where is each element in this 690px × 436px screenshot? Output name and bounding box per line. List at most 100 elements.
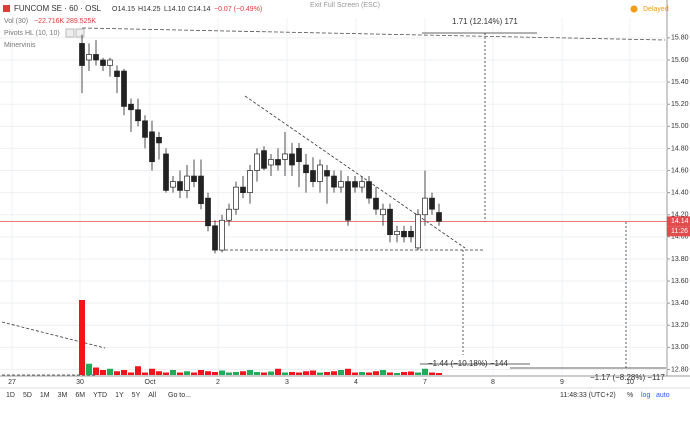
close: C14.14 — [188, 6, 211, 13]
percent-toggle[interactable]: % — [627, 392, 633, 399]
volume-bar — [170, 370, 176, 375]
candle-body — [366, 181, 372, 199]
y-tick-label: 14.80 — [671, 145, 689, 152]
candle-body — [429, 197, 435, 210]
clock: 11:48:33 (UTC+2) — [560, 392, 616, 399]
volume-bar — [156, 371, 162, 375]
goto-button[interactable]: Go to... — [168, 392, 191, 399]
volume-bar — [107, 368, 113, 375]
volume-bar — [394, 373, 400, 375]
x-tick-label: 3 — [285, 379, 289, 386]
indicator-button[interactable] — [65, 28, 75, 38]
candle-body — [86, 54, 92, 61]
candle-body — [408, 230, 414, 238]
volume-bar — [135, 366, 141, 375]
range-button[interactable]: 1Y — [115, 392, 124, 399]
range-button[interactable]: All — [148, 392, 156, 399]
range-button[interactable]: 6M — [75, 392, 85, 399]
candle-body — [93, 54, 99, 61]
candle-body — [163, 153, 169, 191]
candle-body — [198, 175, 204, 205]
volume-bar — [233, 372, 239, 375]
y-tick-label: 13.40 — [671, 300, 689, 307]
x-tick-label: 27 — [8, 379, 16, 386]
delayed-icon — [630, 5, 638, 13]
open: O14.15 — [112, 6, 135, 13]
y-tick-label: 14.40 — [671, 189, 689, 196]
exit-fullscreen[interactable]: Exit Full Screen (ESC) — [310, 2, 380, 9]
volume-bar — [100, 370, 106, 375]
candle-body — [338, 181, 344, 188]
range-button[interactable]: 5Y — [132, 392, 141, 399]
candle-body — [317, 164, 323, 182]
volume-bar — [345, 368, 351, 375]
annotation: 1.71 (12.14%) 171 — [452, 17, 518, 26]
candle-body — [107, 59, 113, 66]
volume-bar — [324, 372, 330, 375]
indicator-button[interactable] — [75, 28, 85, 38]
volume-bar — [275, 368, 281, 375]
volume-bar — [86, 363, 92, 375]
volume-bar — [261, 372, 267, 375]
volume-bar — [205, 371, 211, 375]
y-tick-label: 13.80 — [671, 256, 689, 263]
volume-bar — [254, 372, 260, 375]
candle-body — [422, 197, 428, 216]
range-button[interactable]: 1D — [6, 392, 15, 399]
x-tick-label: 30 — [76, 379, 84, 386]
volume-bar — [373, 371, 379, 375]
last-price-label: 14.14 — [671, 218, 689, 225]
change: −0.07 (−0.49%) — [214, 6, 262, 13]
volume-bar — [149, 368, 155, 375]
candle-body — [352, 181, 358, 188]
candle-body — [303, 164, 309, 174]
candle-body — [289, 153, 295, 166]
countdown-box — [667, 226, 690, 237]
symbol: FUNCOM SE · 60 · OSL — [14, 4, 102, 13]
volume-bar — [303, 371, 309, 375]
y-tick-label: 12.80 — [671, 366, 689, 373]
volume-bar — [380, 370, 386, 375]
candle-body — [282, 153, 288, 160]
volume-bar — [114, 371, 120, 375]
candle-body — [254, 153, 260, 171]
candle-body — [296, 148, 302, 163]
volume-bar — [338, 370, 344, 375]
volume-bar — [415, 372, 421, 375]
pivots-indicator[interactable]: Pivots HL (10, 10) — [4, 30, 60, 37]
range-button[interactable]: 5D — [23, 392, 32, 399]
volume-bar — [429, 372, 435, 375]
volume-bar — [142, 372, 148, 375]
volume-bar — [366, 372, 372, 375]
candle-body — [128, 103, 134, 111]
volume-bar — [408, 371, 414, 375]
range-button[interactable]: 3M — [58, 392, 68, 399]
x-tick-label: 8 — [491, 379, 495, 386]
x-tick-label: 10 — [626, 379, 634, 386]
volume-bar — [387, 372, 393, 375]
low: L14.10 — [164, 6, 186, 13]
log-toggle[interactable]: log — [641, 392, 650, 399]
candle-body — [177, 181, 183, 191]
volume-bar — [198, 370, 204, 375]
candle-body — [373, 197, 379, 210]
volume-bar — [310, 370, 316, 375]
volume-bar — [226, 372, 232, 375]
candle-body — [100, 59, 106, 66]
auto-toggle[interactable]: auto — [656, 392, 670, 399]
volume-values: −22.716K 289.525K — [34, 18, 96, 25]
volume-bar — [282, 372, 288, 375]
candle-body — [219, 219, 225, 251]
y-tick-label: 15.20 — [671, 101, 689, 108]
minervinis-indicator[interactable]: Minervinis — [4, 42, 36, 49]
candle-body — [191, 175, 197, 182]
candle-body — [310, 170, 316, 182]
x-tick-label: Oct — [145, 379, 156, 386]
range-button[interactable]: YTD — [93, 392, 107, 399]
annotation: −1.44 (−10.18%) −144 — [428, 359, 508, 368]
candle-body — [142, 120, 148, 138]
candle-body — [121, 70, 127, 107]
candle-body — [212, 225, 218, 251]
range-button[interactable]: 1M — [40, 392, 50, 399]
grid — [0, 18, 670, 375]
